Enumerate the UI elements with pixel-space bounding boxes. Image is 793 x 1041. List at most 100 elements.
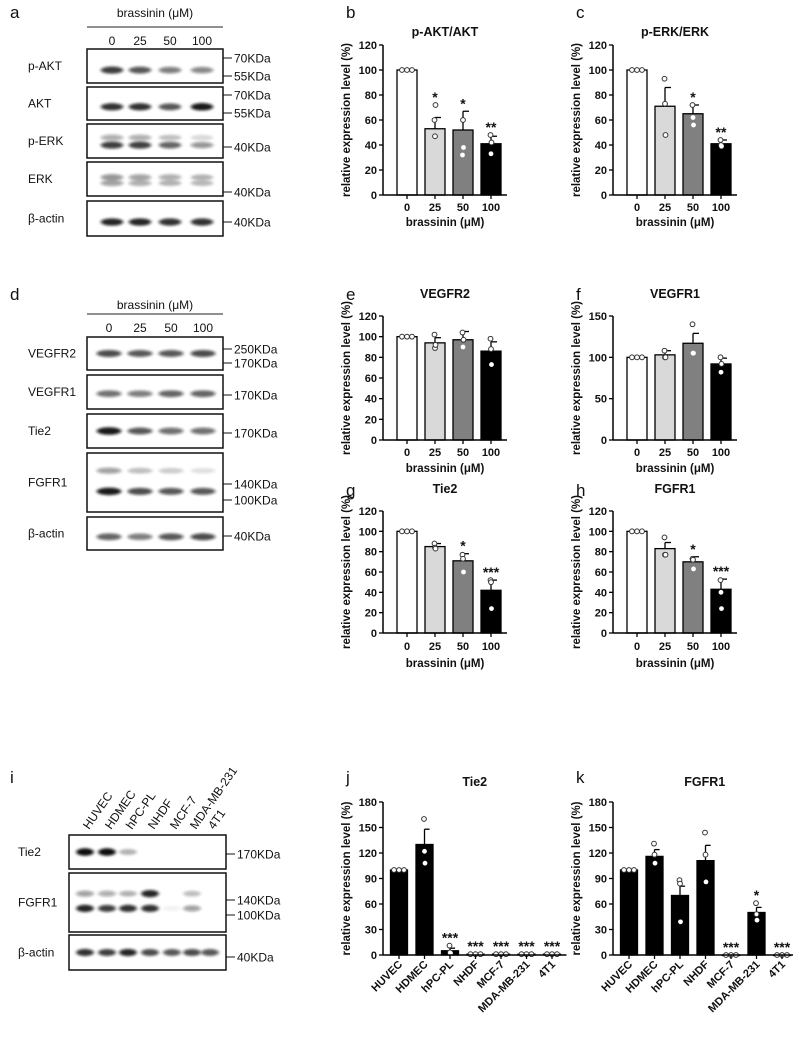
data-point [634, 67, 640, 73]
protein-band [141, 904, 159, 913]
y-tick-label: 60 [595, 567, 607, 579]
protein-band [96, 350, 122, 357]
bar-100 [710, 363, 732, 441]
molecular-weight-marker: 170KDa [234, 389, 278, 403]
x-tick-label: 25 [429, 202, 441, 214]
bar-50 [452, 339, 474, 441]
protein-band [190, 174, 214, 181]
x-axis-label: brassinin (μM) [406, 217, 485, 229]
x-tick-label: 25 [659, 641, 671, 653]
protein-band [96, 533, 122, 541]
protein-band [127, 427, 153, 435]
data-point [621, 867, 627, 873]
data-point [717, 354, 724, 361]
protein-band [158, 134, 182, 141]
x-tick-label: 0 [404, 641, 410, 653]
molecular-weight-marker: 100KDa [234, 494, 278, 508]
data-point [634, 354, 640, 361]
data-point [661, 347, 668, 354]
data-point [639, 67, 645, 73]
data-point [651, 851, 658, 858]
protein-band [158, 174, 182, 181]
blot-row-label: AKT [28, 97, 52, 111]
data-point [399, 67, 405, 73]
x-tick-label: 100 [712, 447, 730, 459]
data-point [431, 331, 438, 338]
x-tick-label: 100 [712, 641, 730, 653]
y-axis-label: relative expression level (%) [341, 495, 353, 649]
data-point [629, 67, 635, 73]
x-tick-label: 0 [634, 641, 640, 653]
bar-25 [654, 354, 676, 441]
y-tick-label: 20 [595, 165, 607, 177]
x-tick-label: 100 [482, 641, 500, 653]
y-axis-label: relative expression level (%) [341, 801, 353, 955]
x-axis-label: brassinin (μM) [406, 463, 485, 475]
protein-band [190, 141, 214, 149]
protein-band [183, 949, 201, 956]
protein-band [158, 66, 182, 74]
blot-row-label: Tie2 [28, 424, 51, 438]
y-tick-label: 0 [601, 950, 607, 962]
bar-0 [396, 69, 418, 196]
data-point [718, 369, 724, 375]
panel-label-i: i [10, 768, 14, 787]
y-tick-label: 60 [365, 115, 377, 127]
panel-label-b: b [346, 3, 355, 22]
bar-chart-b: p-AKT/AKT relative expression level (%) 0 *… [341, 25, 507, 229]
y-tick-label: 40 [595, 140, 607, 152]
protein-band [190, 533, 216, 541]
data-point [689, 102, 696, 108]
y-tick-label: 0 [371, 435, 377, 447]
data-point [691, 566, 696, 572]
y-axis-label: relative expression level (%) [571, 43, 583, 197]
blot-row-label: p-AKT [28, 59, 63, 73]
data-point [404, 333, 410, 340]
y-tick-label: 80 [365, 352, 377, 364]
data-point [691, 122, 696, 128]
molecular-weight-marker: 170KDa [237, 848, 281, 862]
data-point [753, 911, 760, 918]
significance-marker: * [432, 89, 438, 105]
x-tick-label: 100 [482, 447, 500, 459]
protein-band [96, 487, 122, 496]
blot-row-actin: β-actin 40KDa [18, 934, 274, 971]
data-point [690, 556, 696, 563]
data-point [422, 860, 428, 866]
protein-band [127, 390, 153, 397]
panel-label-k: k [576, 768, 585, 787]
significance-marker: * [460, 538, 466, 554]
data-point [717, 577, 724, 584]
significance-marker: *** [442, 930, 459, 946]
x-axis-label: brassinin (μM) [406, 658, 485, 670]
blot-membrane [68, 834, 227, 870]
bar-50 [682, 561, 704, 634]
molecular-weight-marker: 140KDa [237, 894, 281, 908]
y-tick-label: 100 [589, 352, 607, 364]
protein-band [76, 890, 94, 897]
protein-band [183, 905, 201, 912]
y-axis-label: relative expression level (%) [571, 495, 583, 649]
y-axis-label: relative expression level (%) [341, 43, 353, 197]
chart-title: p-AKT/AKT [412, 25, 479, 39]
panel-label-h: h [576, 481, 585, 500]
bar-0 [396, 530, 418, 634]
data-point [718, 589, 724, 595]
chart-title: FGFR1 [684, 775, 725, 789]
protein-band [100, 141, 124, 149]
data-point [662, 354, 669, 361]
protein-band [96, 467, 122, 474]
y-tick-label: 120 [589, 40, 607, 52]
molecular-weight-marker: 70KDa [234, 89, 271, 103]
y-tick-label: 20 [365, 414, 377, 426]
protein-band [190, 180, 214, 187]
protein-band [128, 66, 152, 74]
y-tick-label: 180 [589, 797, 607, 809]
bar-HUVEC [619, 869, 639, 956]
blot-row-label: VEGFR2 [28, 347, 76, 361]
y-tick-label: 100 [359, 526, 377, 538]
data-point [404, 67, 410, 73]
